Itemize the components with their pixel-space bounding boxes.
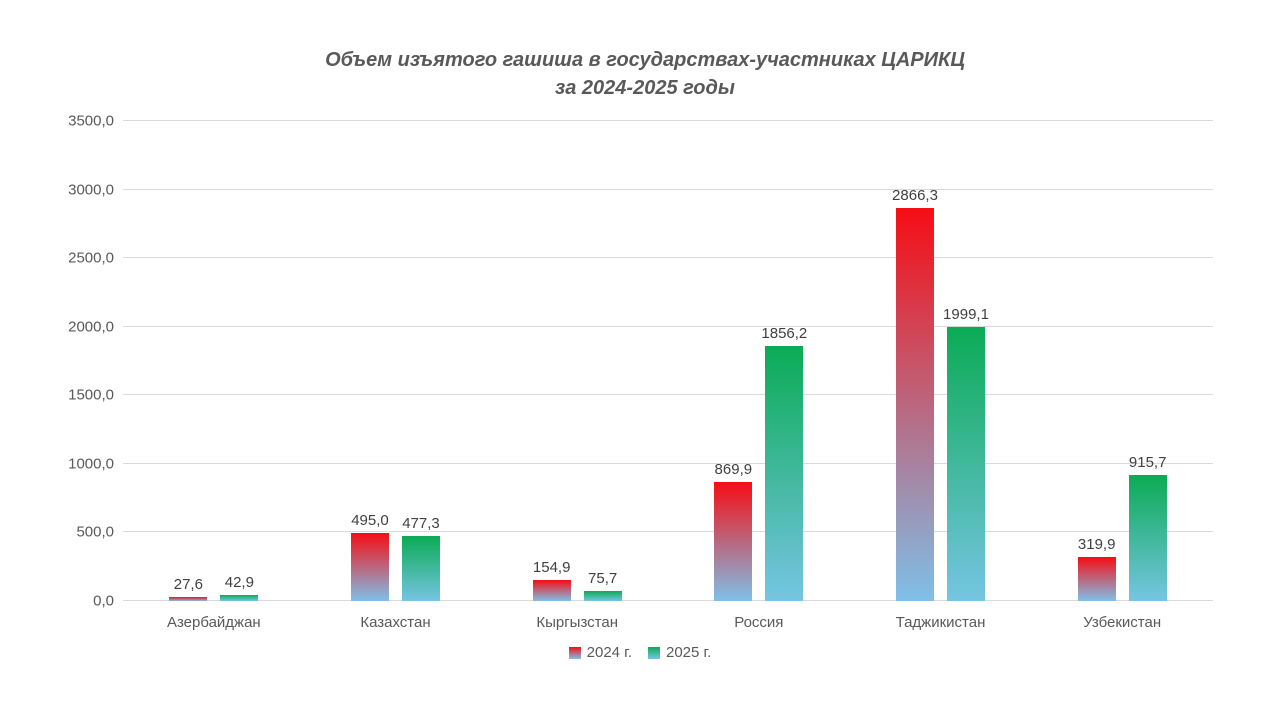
x-axis-category-label: Казахстан xyxy=(360,614,431,631)
x-axis-category-label: Азербайджан xyxy=(166,614,261,631)
bar-2024[interactable]: 319,9 xyxy=(1077,536,1116,601)
gridline xyxy=(123,531,1213,533)
bar-2024[interactable]: 869,9 xyxy=(714,461,753,601)
gridline xyxy=(123,462,1213,464)
bar-value-label: 1856,2 xyxy=(761,325,808,343)
y-axis-tick-label: 2500,0 xyxy=(68,249,114,267)
bar-value-label: 75,7 xyxy=(588,569,618,587)
chart-title-line2: за 2024-2025 годы xyxy=(555,77,735,99)
bar-value-label: 495,0 xyxy=(351,512,389,530)
bar-2025[interactable]: 477,3 xyxy=(401,515,440,601)
legend-swatch-2024 xyxy=(568,646,581,659)
bar-2025[interactable]: 75,7 xyxy=(583,570,622,601)
bar-value-label: 477,3 xyxy=(402,514,440,532)
legend-swatch-2025 xyxy=(648,646,660,659)
y-axis-tick-label: 2000,0 xyxy=(68,318,114,336)
bar-value-label: 1999,1 xyxy=(943,305,989,323)
legend-item-2024[interactable]: 2024 г. xyxy=(568,644,632,661)
bar-2025[interactable]: 1856,2 xyxy=(761,325,807,601)
gridline xyxy=(123,325,1213,327)
gridline xyxy=(123,394,1213,396)
gridline xyxy=(123,257,1213,259)
bar-value-label: 42,9 xyxy=(224,574,254,592)
bar-2024[interactable]: 2866,3 xyxy=(892,187,938,601)
gridline xyxy=(123,120,1213,121)
bar-value-label: 915,7 xyxy=(1128,454,1167,472)
chart-title: Объем изъятого гашиша в государствах-уча… xyxy=(5,46,1280,102)
legend-label: 2025 г. xyxy=(666,644,712,661)
category-group: 495,0 477,3 xyxy=(305,121,487,601)
bar-2024[interactable]: 154,9 xyxy=(532,559,571,601)
bar-value-label: 154,9 xyxy=(532,558,571,576)
x-axis-category-label: Таджикистан xyxy=(895,614,986,631)
legend-item-2025[interactable]: 2025 г. xyxy=(648,644,711,661)
y-axis-tick-label: 1000,0 xyxy=(68,455,114,473)
x-axis-category-label: Россия xyxy=(734,614,784,631)
bar-2024[interactable]: 495,0 xyxy=(350,512,389,601)
bar-2024[interactable]: 27,6 xyxy=(169,576,208,601)
plot-area: 0,0 500,0 1000,0 1500,0 2000,0 2500,0 3000,0 35… xyxy=(68,113,1213,631)
y-axis-tick-label: 3500,0 xyxy=(68,112,114,130)
bar-value-label: 2866,3 xyxy=(892,186,938,204)
chart-title-line1: Объем изъятого гашиша в государствах-уча… xyxy=(325,49,965,71)
category-group: 319,9 915,7 xyxy=(1031,121,1213,601)
legend: 2024 г. 2025 г. xyxy=(0,644,1280,661)
y-axis-tick-label: 500,0 xyxy=(76,523,114,541)
x-axis-category-label: Узбекистан xyxy=(1083,614,1162,631)
category-group: 154,9 75,7 xyxy=(486,121,668,601)
category-group: 869,9 1856,2 xyxy=(668,121,850,601)
category-group: 27,6 42,9 xyxy=(123,121,305,601)
bar-value-label: 319,9 xyxy=(1077,536,1116,554)
x-axis-category-label: Кыргызстан xyxy=(536,614,618,631)
bar-2025[interactable]: 1999,1 xyxy=(943,306,989,601)
bar-value-label: 27,6 xyxy=(173,576,203,594)
gridline xyxy=(123,188,1213,190)
bar-2025[interactable]: 42,9 xyxy=(220,574,259,601)
y-axis-tick-label: 0,0 xyxy=(93,592,114,610)
y-axis-tick-label: 3000,0 xyxy=(68,181,114,199)
y-axis-tick-label: 1500,0 xyxy=(68,386,114,404)
legend-label: 2024 г. xyxy=(586,644,632,661)
gridline xyxy=(123,600,1213,601)
category-group: 2866,3 1999,1 xyxy=(850,121,1032,601)
bar-value-label: 869,9 xyxy=(714,460,753,478)
bar-2025[interactable]: 915,7 xyxy=(1128,454,1167,601)
